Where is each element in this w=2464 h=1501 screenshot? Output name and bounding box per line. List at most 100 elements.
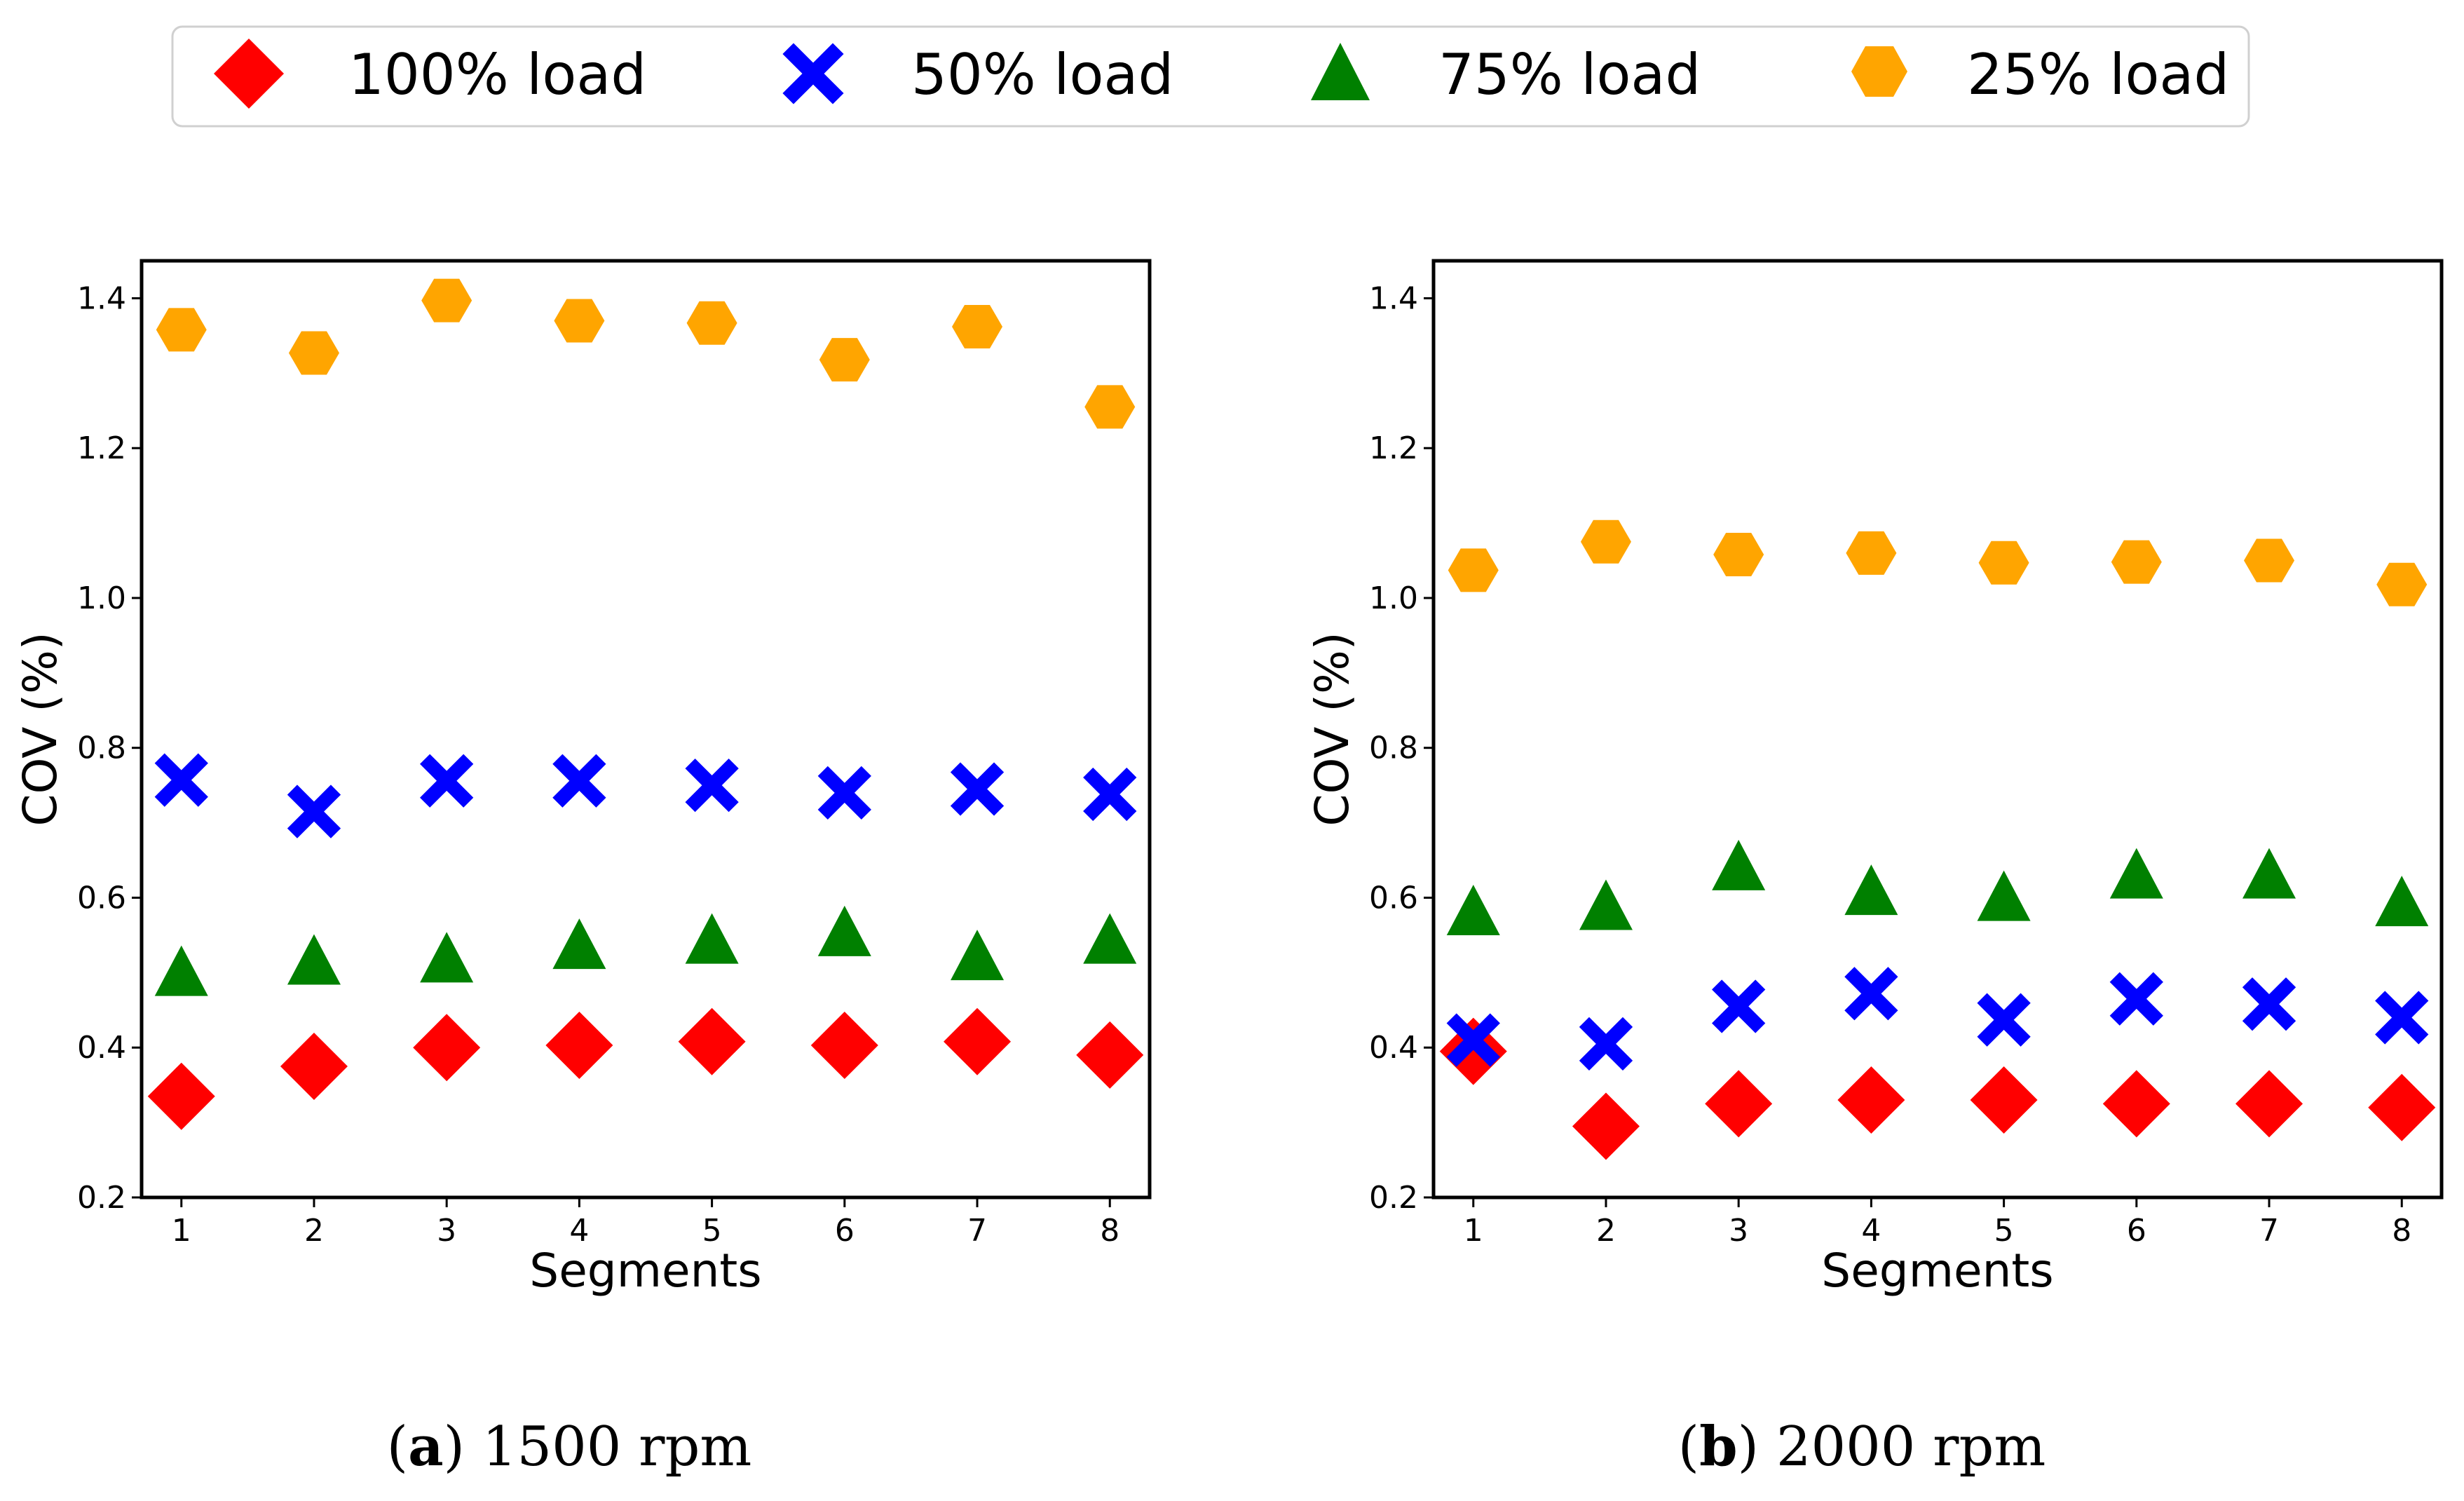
- point-100-load-segment-4: [545, 1012, 613, 1080]
- point-100-load-segment-5: [678, 1007, 746, 1075]
- point-25-load-segment-1: [156, 308, 207, 352]
- x-cross-icon: [782, 43, 844, 104]
- y-tick-label: 0.8: [77, 731, 126, 766]
- y-tick-label: 1.0: [1369, 580, 1418, 616]
- legend-item-75-load: 75% load: [1311, 42, 1701, 107]
- y-tick-label: 1.2: [1369, 430, 1418, 466]
- point-25-load-segment-5: [686, 301, 737, 345]
- series-75-load: [154, 905, 1137, 996]
- point-75-load-segment-8: [2375, 876, 2429, 927]
- point-25-load-segment-8: [1084, 385, 1136, 429]
- point-100-load-segment-5: [1970, 1066, 2038, 1134]
- point-25-load-segment-5: [1978, 541, 2029, 585]
- y-axis-title: COV (%): [13, 632, 67, 826]
- y-tick-label: 0.4: [77, 1030, 126, 1066]
- hexagon-icon: [1851, 46, 1907, 97]
- point-100-load-segment-8: [2368, 1073, 2436, 1141]
- point-100-load-segment-6: [810, 1012, 878, 1080]
- point-25-load-segment-6: [2111, 540, 2162, 584]
- point-25-load-segment-8: [2376, 562, 2428, 606]
- point-25-load-segment-3: [1713, 532, 1764, 576]
- caption-letter: a: [408, 1415, 444, 1479]
- point-100-load-segment-3: [413, 1014, 481, 1082]
- point-50-load-segment-6: [2109, 972, 2163, 1026]
- x-tick-label: 5: [1994, 1213, 2014, 1249]
- point-75-load-segment-8: [1083, 913, 1137, 964]
- y-axis-title: COV (%): [1305, 632, 1359, 826]
- point-75-load-segment-4: [1844, 864, 1898, 916]
- point-75-load-segment-5: [685, 913, 739, 964]
- point-50-load-segment-8: [1083, 767, 1137, 822]
- x-tick-label: 2: [1596, 1213, 1616, 1249]
- panel-caption: (b) 2000 rpm: [1678, 1415, 2046, 1479]
- y-tick-label: 1.4: [77, 280, 126, 316]
- x-tick-label: 7: [2259, 1213, 2279, 1249]
- x-tick-label: 6: [835, 1213, 855, 1249]
- triangle-icon: [1311, 43, 1370, 100]
- diamond-icon: [214, 39, 284, 109]
- x-tick-label: 5: [702, 1213, 722, 1249]
- point-100-load-segment-8: [1076, 1021, 1144, 1089]
- point-100-load-segment-2: [280, 1032, 348, 1100]
- point-100-load-segment-6: [2102, 1070, 2170, 1138]
- series-25-load: [1448, 519, 2428, 606]
- x-tick-label: 3: [437, 1213, 456, 1249]
- point-50-load-segment-3: [420, 754, 474, 808]
- legend-label: 100% load: [348, 42, 646, 107]
- y-tick-label: 0.2: [1369, 1180, 1418, 1216]
- series-50-load: [1446, 967, 2429, 1071]
- legend-item-100-load: 100% load: [214, 39, 646, 109]
- legend-label: 25% load: [1967, 42, 2229, 107]
- point-100-load-segment-7: [944, 1007, 1012, 1075]
- point-100-load-segment-2: [1572, 1092, 1640, 1160]
- point-25-load-segment-3: [421, 278, 472, 322]
- x-ticks: 1 2 3 4 5 6 7 8: [172, 1197, 1119, 1249]
- x-tick-label: 3: [1729, 1213, 1748, 1249]
- y-tick-label: 0.6: [77, 880, 126, 916]
- point-50-load-segment-4: [552, 754, 606, 808]
- panel-caption: (a) 1500 rpm: [387, 1415, 752, 1479]
- y-ticks: 0.2 0.4 0.6 0.8 1.0 1.2 1.4: [1369, 280, 1434, 1216]
- point-25-load-segment-2: [288, 331, 339, 375]
- x-tick-label: 1: [172, 1213, 191, 1249]
- y-tick-label: 1.4: [1369, 280, 1418, 316]
- point-100-load-segment-1: [1439, 1017, 1507, 1085]
- point-50-load-segment-2: [1579, 1017, 1633, 1071]
- point-50-load-segment-5: [1977, 993, 2031, 1047]
- plot-frame: [1431, 259, 2444, 1200]
- legend-item-50-load: 50% load: [782, 42, 1173, 107]
- point-75-load-segment-7: [951, 930, 1005, 981]
- point-25-load-segment-2: [1580, 519, 1631, 564]
- data-marks: [147, 278, 1144, 1130]
- point-50-load-segment-2: [287, 785, 341, 838]
- legend-item-25-load: 25% load: [1851, 42, 2229, 107]
- point-50-load-segment-5: [685, 759, 739, 813]
- x-tick-label: 8: [1100, 1213, 1119, 1249]
- point-75-load-segment-6: [2109, 848, 2163, 899]
- x-tick-label: 7: [967, 1213, 987, 1249]
- point-25-load-segment-4: [1846, 531, 1897, 575]
- point-75-load-segment-7: [2242, 848, 2296, 899]
- data-marks: [1439, 519, 2436, 1160]
- point-75-load-segment-3: [1712, 839, 1766, 890]
- x-tick-label: 1: [1464, 1213, 1483, 1249]
- series-100-load: [1439, 1017, 2436, 1160]
- point-100-load-segment-7: [2235, 1070, 2303, 1138]
- point-75-load-segment-3: [420, 932, 474, 983]
- x-tick-label: 4: [569, 1213, 589, 1249]
- y-tick-label: 0.6: [1369, 880, 1418, 916]
- point-50-load-segment-7: [2242, 977, 2296, 1031]
- series-75-load: [1446, 839, 2429, 935]
- point-25-load-segment-1: [1448, 548, 1499, 592]
- y-tick-label: 0.2: [77, 1180, 126, 1216]
- point-100-load-segment-1: [147, 1062, 215, 1130]
- x-tick-label: 4: [1861, 1213, 1881, 1249]
- point-75-load-segment-2: [287, 934, 341, 985]
- point-50-load-segment-6: [817, 766, 871, 820]
- point-25-load-segment-7: [2244, 538, 2295, 583]
- point-75-load-segment-4: [552, 918, 606, 970]
- point-75-load-segment-2: [1579, 879, 1633, 930]
- x-tick-label: 8: [2392, 1213, 2411, 1249]
- point-75-load-segment-6: [817, 905, 871, 956]
